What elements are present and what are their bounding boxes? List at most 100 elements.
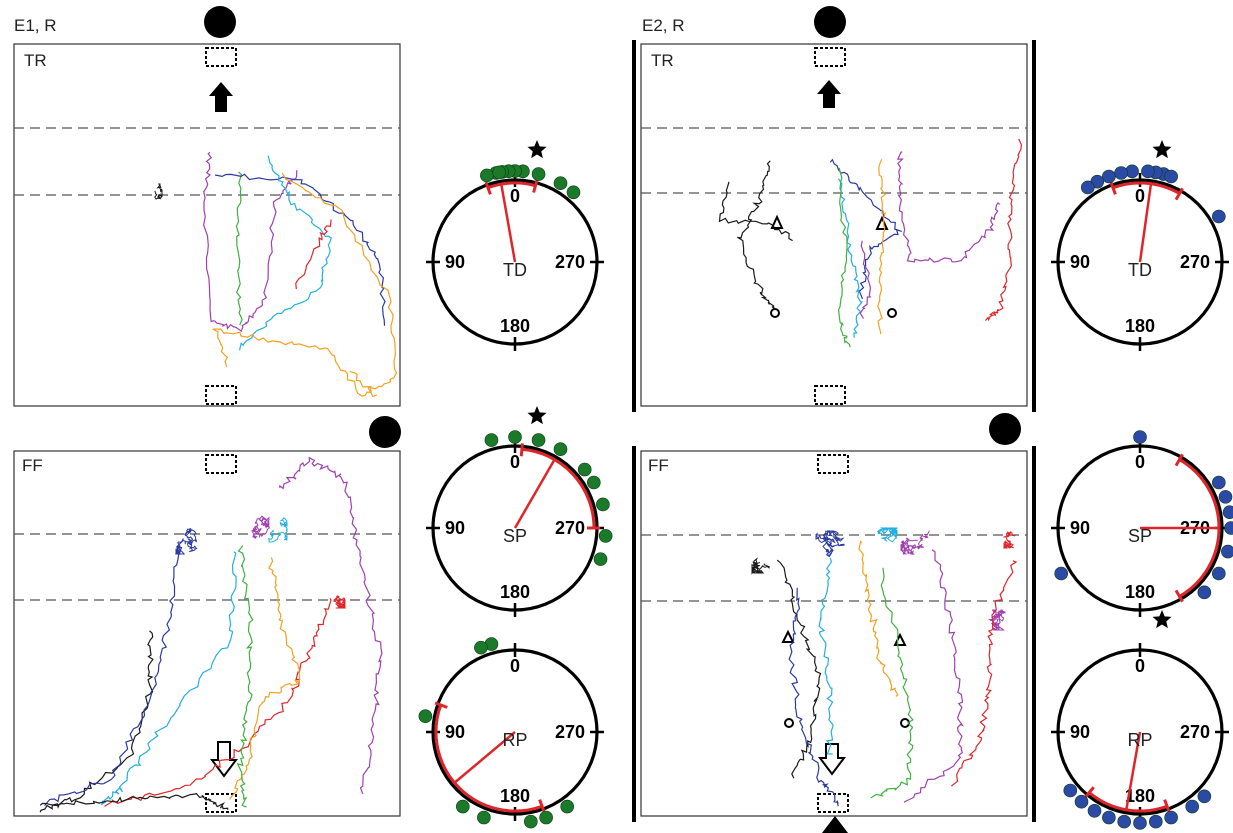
- outline-arrow-e2-bottom: [818, 743, 846, 776]
- heading-dot: [492, 165, 506, 180]
- heading-dot: [484, 433, 499, 447]
- mean-vector: [454, 731, 516, 784]
- circular-plot-layer: 0 90 180 270 TD 0 90 180 270 SP 0 90 180 270 RP 0 90 180 2…: [418, 140, 1233, 830]
- trajectory: [718, 181, 793, 242]
- mean-vector: [1138, 184, 1153, 263]
- arc-end-tick: [1163, 799, 1171, 813]
- heading-dot: [1221, 544, 1233, 559]
- panel-e1-tr: [13, 6, 401, 407]
- heading-dot: [1114, 166, 1128, 180]
- confidence-arc: [487, 181, 536, 190]
- dial-tick-label: 180: [500, 316, 530, 336]
- trajectory: [238, 155, 332, 351]
- significance-star: [1152, 610, 1172, 629]
- circle-marker: [900, 718, 910, 728]
- trajectory: [877, 158, 887, 335]
- trajectory: [100, 551, 237, 806]
- dial-tick-label: 0: [510, 452, 520, 472]
- dial-tick-label: 270: [555, 518, 585, 538]
- dial-tick-label: 180: [1125, 316, 1155, 336]
- direction-arrow-e2-top: [817, 80, 841, 108]
- target-box-e1-top: [205, 47, 237, 67]
- target-box-e1-bottom: [205, 454, 237, 474]
- heading-dot: [1224, 521, 1233, 535]
- heading-dot: [560, 799, 574, 814]
- arc-end-tick: [532, 179, 539, 193]
- panel-condition-label: FF: [22, 456, 43, 475]
- trajectory-layer: [39, 138, 1023, 813]
- dial-tick-label: 90: [1070, 518, 1090, 538]
- circular-plot-e1-rp: 0 90 180 270 RP: [418, 637, 604, 829]
- dial-tick-label: 270: [555, 722, 585, 742]
- dial-tick-label: 180: [1125, 786, 1155, 806]
- mean-vector: [500, 184, 517, 263]
- dial-tick-label: 90: [1070, 252, 1090, 272]
- heading-dot: [1141, 164, 1155, 179]
- dial-tick-label: 0: [1135, 656, 1145, 676]
- arc-end-tick: [1109, 181, 1117, 195]
- trajectory: [349, 370, 377, 398]
- heading-dot: [1102, 169, 1116, 184]
- heading-dot: [1117, 814, 1131, 829]
- trajectory: [776, 559, 822, 779]
- heading-dot: [508, 430, 522, 444]
- trajectory-cluster: [1002, 531, 1016, 549]
- dial-tick-label: 180: [500, 582, 530, 602]
- heading-dot: [1164, 810, 1178, 825]
- heading-dot: [1087, 804, 1102, 818]
- heading-dot: [1197, 789, 1212, 804]
- confidence-arc: [521, 447, 596, 529]
- confidence-arc: [1112, 181, 1181, 195]
- heading-dot: [1222, 505, 1233, 519]
- heading-dot: [480, 168, 494, 183]
- heading-dot: [1218, 490, 1233, 504]
- dial-tick-label: 270: [1180, 722, 1210, 742]
- circular-plot-e2-td: 0 90 180 270 TD: [1051, 140, 1229, 351]
- heading-dot: [553, 176, 568, 190]
- circular-plot-e1-td: 0 90 180 270 TD: [426, 140, 604, 351]
- dial-tick-label: 270: [555, 252, 585, 272]
- trajectory: [858, 540, 899, 697]
- trajectory: [829, 158, 902, 300]
- dial-condition-label: SP: [503, 526, 527, 546]
- heading-dot: [1133, 430, 1147, 444]
- heading-dot: [539, 810, 553, 825]
- arc-end-tick: [484, 181, 492, 195]
- trajectory: [903, 549, 965, 803]
- heading-dot: [477, 810, 491, 825]
- target-box-e2-bottom: [817, 454, 849, 474]
- trajectory: [104, 598, 332, 807]
- heading-dot: [1081, 180, 1095, 195]
- arc-end-tick: [538, 799, 546, 813]
- heading-dot: [1164, 169, 1178, 184]
- circular-plot-e2-rp: 0 90 180 270 RP: [1051, 610, 1229, 830]
- dial-condition-label: RP: [502, 730, 527, 750]
- trajectory: [39, 630, 154, 813]
- heading-dot: [1149, 814, 1163, 829]
- trajectory: [859, 240, 872, 319]
- heading-dot: [566, 185, 581, 200]
- significance-star: [527, 406, 547, 425]
- trajectory: [202, 151, 298, 333]
- arc-end-tick: [1174, 589, 1184, 603]
- trajectory-cluster: [250, 515, 270, 540]
- dial-tick-label: 90: [1070, 722, 1090, 742]
- heading-dot: [1197, 585, 1212, 600]
- arc-end-tick: [519, 443, 524, 457]
- heading-dot: [1212, 475, 1226, 490]
- dial-condition-label: TD: [1128, 260, 1152, 280]
- stimulus-dot-e1-bottom: [369, 416, 401, 448]
- dial-tick-label: 180: [500, 786, 530, 806]
- heading-dot: [1133, 816, 1147, 830]
- dial-tick-label: 0: [1135, 186, 1145, 206]
- triangle-marker: [781, 629, 795, 643]
- dial-tick-label: 180: [1125, 582, 1155, 602]
- trajectory-cluster: [900, 530, 930, 555]
- heading-dot: [593, 552, 608, 566]
- dial-condition-label: RP: [1127, 730, 1152, 750]
- significance-star: [1152, 140, 1172, 159]
- stimulus-dot-e2-top: [814, 6, 846, 38]
- dial-tick-label: 0: [510, 186, 520, 206]
- heading-dot: [1054, 566, 1068, 581]
- trajectory: [837, 167, 851, 348]
